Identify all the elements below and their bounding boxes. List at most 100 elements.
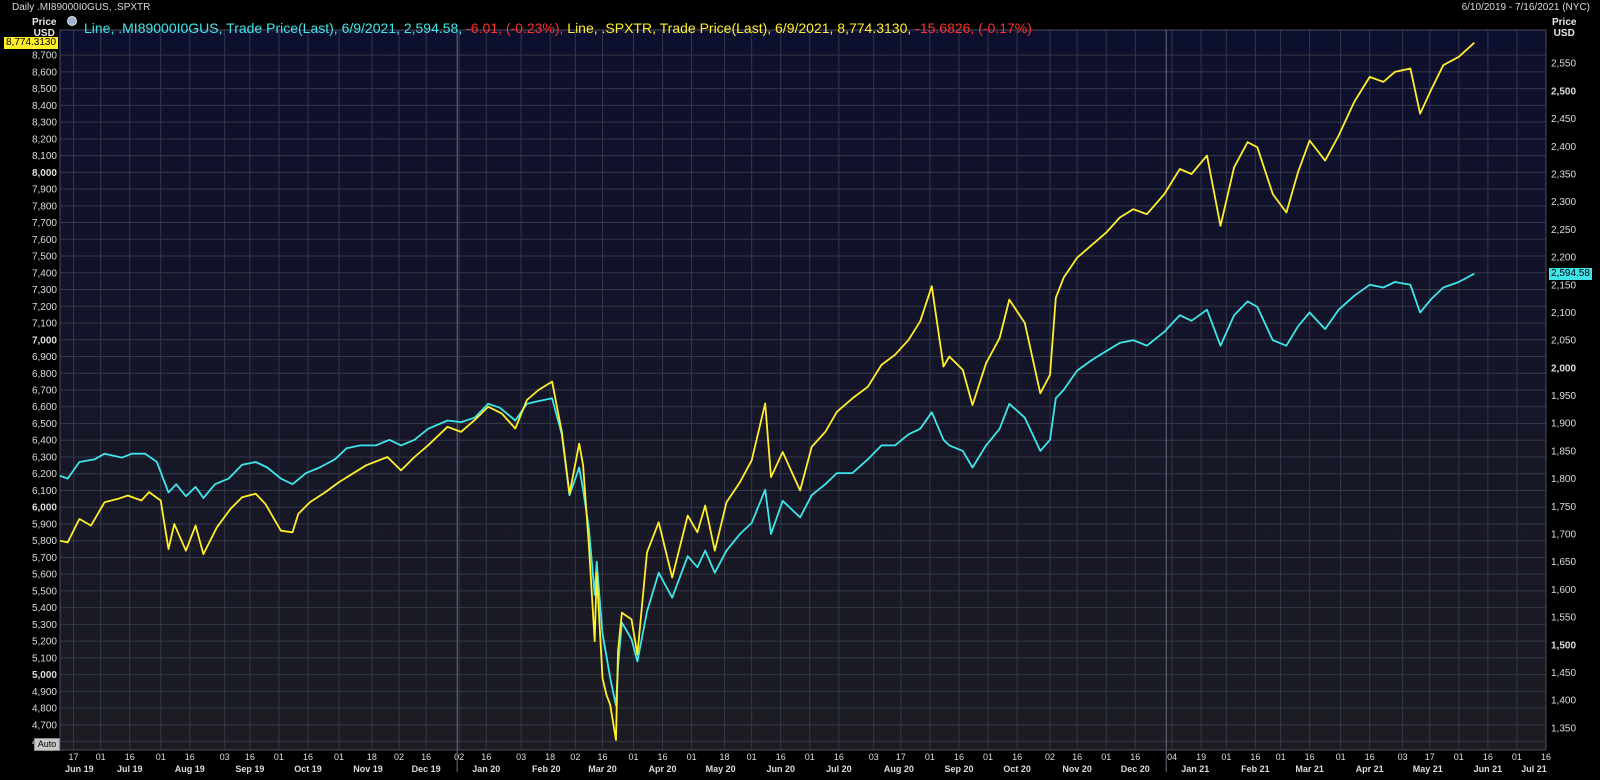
- x-tick-label-day: 01: [983, 752, 993, 762]
- x-tick-label-day: 01: [1276, 752, 1286, 762]
- right-tick-label: 2,050: [1551, 336, 1576, 347]
- x-tick-label-month: Oct 20: [1003, 764, 1031, 774]
- right-tick-label: 2,550: [1551, 59, 1576, 70]
- plot-border: [59, 29, 1547, 751]
- x-tick-label-month: May 21: [1413, 764, 1443, 774]
- x-tick-label-day: 01: [805, 752, 815, 762]
- x-tick-label-day: 01: [1221, 752, 1231, 762]
- x-tick-label-month: Jun 21: [1474, 764, 1503, 774]
- x-tick-label-day: 03: [1398, 752, 1408, 762]
- x-tick-label-day: 01: [156, 752, 166, 762]
- left-tick-label: 7,000: [32, 335, 57, 346]
- x-tick-label-month: Dec 20: [1121, 764, 1150, 774]
- left-tick-label: 5,600: [32, 570, 57, 581]
- x-tick-label-day: 01: [1336, 752, 1346, 762]
- left-axis-title-line2: USD: [33, 28, 55, 39]
- zoom-icon[interactable]: [67, 16, 77, 26]
- x-tick-label-day: 01: [925, 752, 935, 762]
- x-tick-label-day: 03: [869, 752, 879, 762]
- left-tick-label: 5,400: [32, 603, 57, 614]
- x-tick-label-day: 16: [954, 752, 964, 762]
- x-tick-label-day: 16: [421, 752, 431, 762]
- right-current-value-label: 2,594.58: [1549, 267, 1592, 280]
- x-tick-label-day: 16: [597, 752, 607, 762]
- x-tick-label-month: Sep 20: [944, 764, 973, 774]
- left-tick-label: 6,800: [32, 369, 57, 380]
- left-tick-label: 8,700: [32, 51, 57, 62]
- x-tick-label-month: Apr 21: [1356, 764, 1384, 774]
- right-tick-label: 1,950: [1551, 391, 1576, 402]
- right-tick-label: 1,750: [1551, 502, 1576, 513]
- right-axis-title-line1: Price: [1552, 17, 1577, 28]
- x-tick-label-month: Mar 20: [588, 764, 617, 774]
- x-tick-label-month: Jul 21: [1521, 764, 1547, 774]
- x-tick-label-month: Apr 20: [649, 764, 677, 774]
- x-tick-label-day: 16: [1365, 752, 1375, 762]
- chart-plot[interactable]: 4,6004,7004,8004,9005,0005,1005,2005,300…: [0, 14, 1600, 780]
- legend-series-1-change: -6.01, (-0.23%),: [466, 20, 564, 36]
- x-tick-label-day: 16: [303, 752, 313, 762]
- left-tick-label: 8,000: [32, 168, 57, 179]
- left-tick-label: 4,900: [32, 687, 57, 698]
- right-tick-label: 1,350: [1551, 723, 1576, 734]
- x-tick-label-day: 16: [1250, 752, 1260, 762]
- x-tick-label-month: Jun 20: [766, 764, 795, 774]
- right-tick-label: 2,350: [1551, 170, 1576, 181]
- auto-scale-button[interactable]: Auto: [34, 738, 60, 751]
- x-tick-label-day: 16: [776, 752, 786, 762]
- left-tick-label: 6,500: [32, 419, 57, 430]
- title-bar: Daily .MI89000I0GUS, .SPXTR 6/10/2019 - …: [0, 0, 1600, 16]
- right-tick-label: 2,200: [1551, 253, 1576, 264]
- left-tick-label: 5,700: [32, 553, 57, 564]
- right-tick-label: 1,900: [1551, 419, 1576, 430]
- x-tick-label-day: 01: [747, 752, 757, 762]
- left-tick-label: 6,600: [32, 402, 57, 413]
- x-tick-label-month: Nov 19: [353, 764, 383, 774]
- x-tick-label-day: 01: [1454, 752, 1464, 762]
- x-tick-label-month: Dec 19: [412, 764, 441, 774]
- chart-title: Daily .MI89000I0GUS, .SPXTR: [12, 2, 151, 13]
- left-tick-label: 8,100: [32, 151, 57, 162]
- right-tick-label: 1,850: [1551, 446, 1576, 457]
- left-tick-label: 5,500: [32, 586, 57, 597]
- x-tick-label-month: Jul 19: [117, 764, 143, 774]
- x-tick-label-day: 02: [1045, 752, 1055, 762]
- x-tick-label-day: 02: [394, 752, 404, 762]
- series-line-2: [59, 42, 1475, 741]
- left-tick-label: 4,800: [32, 704, 57, 715]
- left-tick-label: 6,100: [32, 486, 57, 497]
- left-tick-label: 8,600: [32, 67, 57, 78]
- legend-series-2-change: -15.6826, (-0.17%): [915, 20, 1032, 36]
- x-tick-label-month: Aug 19: [175, 764, 205, 774]
- right-tick-label: 1,700: [1551, 530, 1576, 541]
- x-tick-label-month: Mar 21: [1295, 764, 1324, 774]
- x-tick-label-day: 16: [1305, 752, 1315, 762]
- x-tick-label-day: 18: [367, 752, 377, 762]
- x-tick-label-month: Oct 19: [294, 764, 322, 774]
- right-tick-label: 1,400: [1551, 696, 1576, 707]
- left-tick-label: 7,200: [32, 302, 57, 313]
- left-tick-label: 7,300: [32, 285, 57, 296]
- left-tick-label: 6,300: [32, 452, 57, 463]
- x-tick-label-day: 16: [245, 752, 255, 762]
- x-tick-label-month: Sep 19: [235, 764, 264, 774]
- right-tick-label: 1,600: [1551, 585, 1576, 596]
- right-tick-label: 2,300: [1551, 197, 1576, 208]
- x-tick-label-month: Jan 21: [1181, 764, 1209, 774]
- x-tick-label-day: 17: [896, 752, 906, 762]
- right-tick-label: 2,100: [1551, 308, 1576, 319]
- x-tick-label-month: Nov 20: [1062, 764, 1092, 774]
- right-axis-title-line2: USD: [1553, 28, 1575, 39]
- x-tick-label-day: 19: [1196, 752, 1206, 762]
- right-tick-label: 2,450: [1551, 114, 1576, 125]
- left-tick-label: 7,800: [32, 201, 57, 212]
- right-tick-label: 1,650: [1551, 557, 1576, 568]
- left-axis-title-line1: Price: [32, 17, 57, 28]
- x-tick-label-day: 18: [720, 752, 730, 762]
- x-tick-label-day: 01: [96, 752, 106, 762]
- left-tick-label: 6,000: [32, 503, 57, 514]
- x-tick-label-month: Jun 19: [65, 764, 94, 774]
- left-tick-label: 7,500: [32, 252, 57, 263]
- x-tick-label-day: 16: [658, 752, 668, 762]
